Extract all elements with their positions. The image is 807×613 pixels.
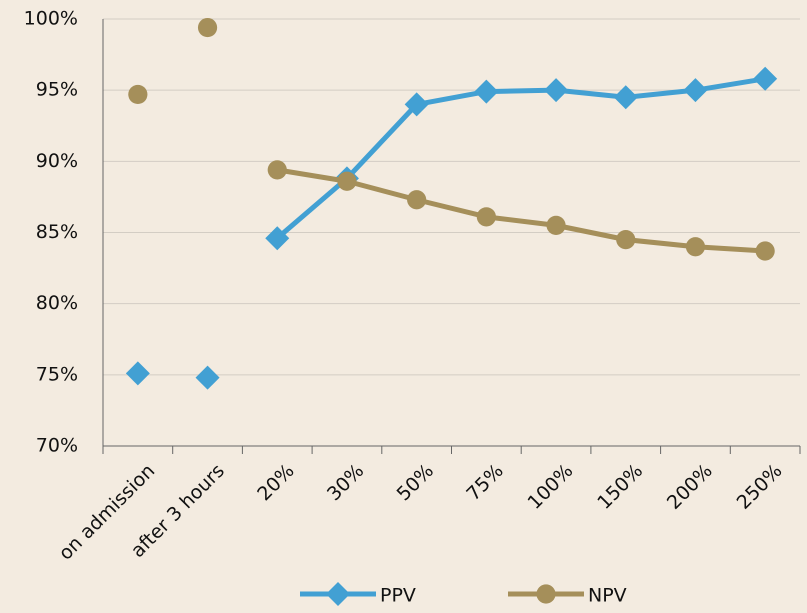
y-tick-label: 70% bbox=[36, 435, 78, 457]
marker bbox=[755, 241, 775, 261]
marker bbox=[536, 584, 556, 604]
marker bbox=[474, 79, 499, 104]
y-tick-label: 85% bbox=[36, 221, 78, 243]
marker bbox=[544, 78, 569, 103]
marker bbox=[546, 215, 566, 235]
y-tick-label: 80% bbox=[36, 292, 78, 314]
marker bbox=[326, 582, 350, 606]
marker bbox=[404, 92, 429, 117]
legend-label: NPV bbox=[588, 585, 627, 607]
marker bbox=[407, 190, 427, 210]
marker bbox=[265, 226, 290, 251]
marker bbox=[685, 237, 706, 257]
series-line bbox=[276, 167, 766, 254]
marker bbox=[683, 78, 708, 103]
marker bbox=[616, 230, 636, 250]
marker bbox=[337, 171, 357, 191]
legend-label: PPV bbox=[380, 585, 416, 607]
y-tick-label: 75% bbox=[36, 363, 78, 385]
y-tick-label: 100% bbox=[24, 8, 78, 30]
y-tick-label: 95% bbox=[36, 79, 78, 101]
y-tick-label: 90% bbox=[36, 150, 78, 172]
series-line bbox=[275, 76, 766, 241]
marker bbox=[125, 361, 150, 386]
marker bbox=[197, 17, 218, 38]
marker bbox=[128, 84, 148, 105]
marker bbox=[195, 365, 220, 390]
marker bbox=[476, 207, 496, 227]
marker bbox=[753, 66, 778, 91]
marker bbox=[613, 85, 638, 110]
marker bbox=[267, 160, 287, 180]
